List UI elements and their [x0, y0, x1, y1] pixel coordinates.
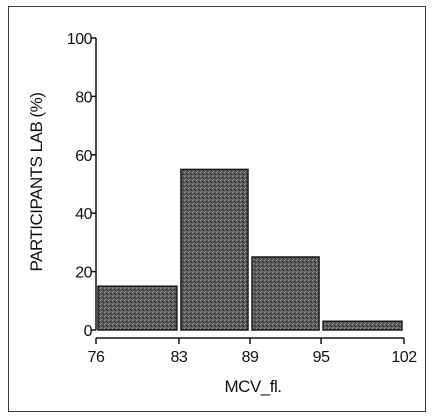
bars-layer	[97, 168, 403, 331]
y-tick-label: 40	[75, 206, 92, 223]
x-tick-label: 83	[171, 349, 188, 366]
y-axis-title: PARTICIPANTS LAB (%)	[27, 93, 46, 272]
x-tick-label: 76	[88, 349, 105, 366]
y-tick-label: 100	[67, 31, 93, 48]
y-tick-label: 20	[75, 265, 92, 282]
y-tick-label: 80	[75, 89, 92, 106]
histogram-bar-1	[97, 285, 178, 331]
x-tick-label: 95	[313, 349, 330, 366]
x-tick-label: 102	[391, 349, 417, 366]
labels-layer: MCV_fl. PARTICIPANTS LAB (%)	[27, 93, 282, 396]
axes-layer: 0 20 40 60 80 100 76 83 89 95 102	[67, 31, 418, 366]
y-tick-label: 60	[75, 148, 92, 165]
x-axis-title: MCV_fl.	[225, 377, 282, 396]
histogram-bar-2	[180, 168, 249, 331]
histogram-bar-3	[251, 256, 320, 331]
x-tick-label: 89	[242, 349, 259, 366]
y-tick-label: 0	[84, 323, 93, 340]
histogram-bar-4	[322, 320, 403, 331]
